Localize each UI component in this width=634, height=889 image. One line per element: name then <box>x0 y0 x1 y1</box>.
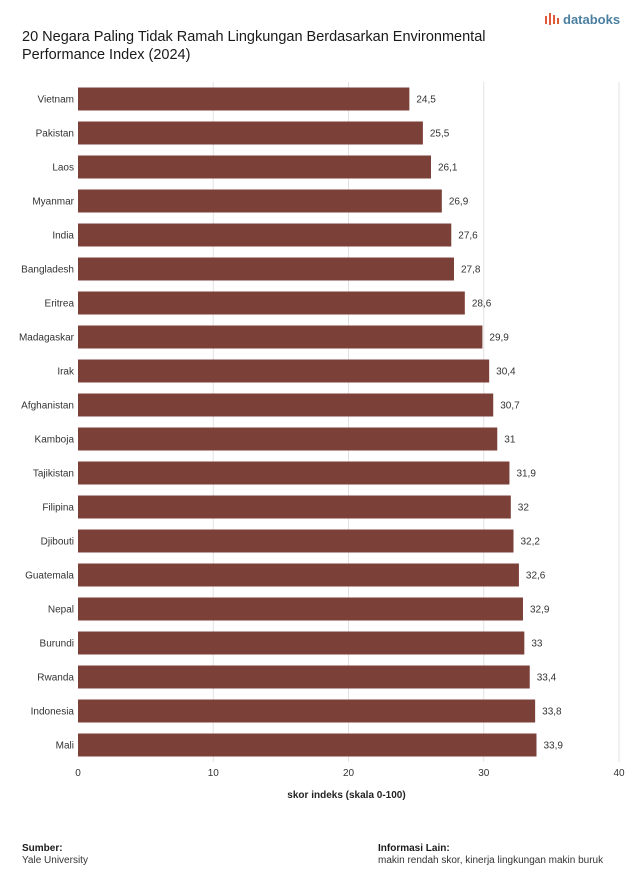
databoks-logo: databoks <box>544 10 620 28</box>
bar <box>78 597 523 621</box>
bar-chart: 0 10 20 30 40 Vietnam 24,5 Pakistan 25,5 Laos 26,1… <box>19 82 625 801</box>
category-label: Eritrea <box>45 299 75 310</box>
category-label: Mali <box>56 741 74 752</box>
category-label: Rwanda <box>37 673 74 684</box>
data-label: 33,4 <box>537 673 557 684</box>
category-label: Nepal <box>48 605 74 616</box>
bar <box>78 189 442 213</box>
source-label: Sumber: <box>22 843 63 854</box>
data-label: 26,9 <box>449 197 469 208</box>
category-label: Afghanistan <box>21 401 74 412</box>
chart-title: 20 Negara Paling Tidak Ramah Lingkungan … <box>22 29 486 63</box>
x-axis-title: skor indeks (skala 0-100) <box>287 790 405 801</box>
category-label: Tajikistan <box>33 469 74 480</box>
bar <box>78 529 514 553</box>
bar <box>78 257 454 281</box>
category-label: Bangladesh <box>21 265 74 276</box>
category-label: Burundi <box>40 639 74 650</box>
bar <box>78 87 410 111</box>
x-tick-label: 0 <box>75 768 81 779</box>
x-tick-label: 20 <box>343 768 355 779</box>
category-label: India <box>52 231 74 242</box>
data-label: 27,8 <box>461 265 481 276</box>
data-label: 32 <box>518 503 530 514</box>
source-value: Yale University <box>22 855 88 866</box>
category-label: Djibouti <box>41 537 74 548</box>
data-label: 25,5 <box>430 129 450 140</box>
data-label: 29,9 <box>489 333 509 344</box>
bar <box>78 733 537 757</box>
x-tick-label: 30 <box>478 768 490 779</box>
category-label: Laos <box>52 163 74 174</box>
x-tick-label: 10 <box>208 768 220 779</box>
bar <box>78 325 483 349</box>
bar <box>78 223 452 247</box>
source-block: Sumber: Yale University <box>22 843 88 867</box>
category-label: Kamboja <box>35 435 75 446</box>
data-label: 28,6 <box>472 299 492 310</box>
bar <box>78 563 519 587</box>
category-label: Irak <box>57 367 75 378</box>
data-label: 26,1 <box>438 163 458 174</box>
databoks-logo-icon <box>545 13 559 25</box>
category-label: Indonesia <box>31 707 75 718</box>
data-label: 30,4 <box>496 367 516 378</box>
bar <box>78 121 423 145</box>
info-value: makin rendah skor, kinerja lingkungan ma… <box>378 855 604 866</box>
bar <box>78 155 432 179</box>
data-label: 32,9 <box>530 605 550 616</box>
data-label: 31,9 <box>516 469 536 480</box>
category-label: Filipina <box>42 503 74 514</box>
data-label: 32,2 <box>521 537 541 548</box>
data-label: 33 <box>531 639 543 650</box>
bar <box>78 699 536 723</box>
category-label: Vietnam <box>37 95 74 106</box>
x-tick-label: 40 <box>613 768 625 779</box>
category-label: Pakistan <box>36 129 74 140</box>
data-label: 24,5 <box>416 95 436 106</box>
bar <box>78 495 511 519</box>
category-label: Guatemala <box>25 571 74 582</box>
bar <box>78 393 494 417</box>
data-label: 27,6 <box>458 231 478 242</box>
data-label: 33,9 <box>543 741 563 752</box>
info-label: Informasi Lain: <box>378 843 450 854</box>
bar <box>78 665 530 689</box>
data-label: 32,6 <box>526 571 546 582</box>
data-label: 31 <box>504 435 516 446</box>
brand-name: databoks <box>563 11 621 27</box>
info-block: Informasi Lain: makin rendah skor, kiner… <box>378 843 603 867</box>
bar <box>78 427 498 451</box>
data-label: 30,7 <box>500 401 520 412</box>
data-label: 33,8 <box>542 707 562 718</box>
category-label: Myanmar <box>32 197 74 208</box>
bar <box>78 291 465 315</box>
category-label: Madagaskar <box>19 333 75 344</box>
bar <box>78 631 525 655</box>
bar <box>78 461 510 485</box>
bar <box>78 359 490 383</box>
